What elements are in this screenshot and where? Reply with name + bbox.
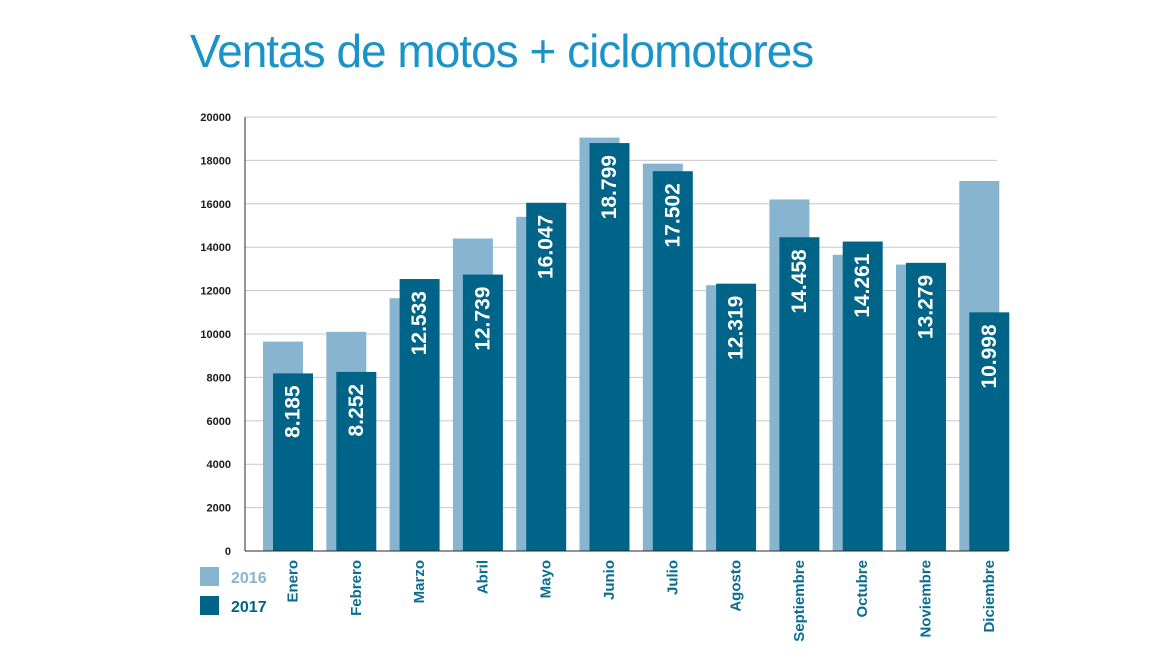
data-label-2017: 17.502 bbox=[661, 183, 684, 247]
category-label: Octubre bbox=[854, 560, 871, 618]
legend: 2016 2017 bbox=[200, 567, 267, 616]
legend-swatch-2017 bbox=[200, 596, 219, 615]
data-label-2017: 12.533 bbox=[408, 291, 431, 355]
bar-2017-enero bbox=[273, 373, 313, 551]
data-label-2017: 10.998 bbox=[978, 324, 1001, 389]
y-tick-label: 18000 bbox=[200, 155, 231, 167]
bar-2017-junio bbox=[589, 143, 630, 551]
y-tick-label: 10000 bbox=[200, 329, 231, 341]
bar-2017-diciembre bbox=[969, 312, 1010, 551]
category-label: Diciembre bbox=[981, 560, 998, 633]
data-label-2017: 8.185 bbox=[282, 385, 305, 438]
y-tick-label: 16000 bbox=[200, 199, 231, 211]
bar-2017-septiembre bbox=[779, 237, 820, 551]
data-label-2017: 13.279 bbox=[915, 275, 938, 339]
bar-2017-agosto bbox=[716, 283, 757, 551]
y-tick-label: 12000 bbox=[200, 286, 231, 298]
legend-label-2016: 2016 bbox=[231, 570, 267, 587]
data-label-2017: 16.047 bbox=[535, 215, 558, 279]
y-tick-label: 4000 bbox=[207, 459, 231, 471]
y-tick-label: 2000 bbox=[207, 503, 231, 515]
legend-label-2017: 2017 bbox=[231, 599, 267, 616]
data-label-2017: 14.261 bbox=[851, 253, 874, 318]
bar-2017-abril bbox=[462, 274, 503, 551]
bars: 8.185 8.252 12.533 12.739 16.047 18.799 17.502… bbox=[263, 137, 1010, 552]
legend-swatch-2016 bbox=[200, 567, 219, 586]
category-label: Septiembre bbox=[791, 560, 808, 642]
category-label: Marzo bbox=[411, 560, 428, 603]
bar-2017-julio bbox=[652, 171, 693, 551]
bar-2017-noviembre bbox=[906, 262, 946, 551]
y-tick-label: 14000 bbox=[200, 242, 231, 254]
category-label: Noviembre bbox=[918, 560, 935, 638]
category-labels: Enero Febrero Marzo Abril Mayo Junio Julio Agos… bbox=[285, 560, 998, 642]
y-tick-label: 8000 bbox=[207, 372, 231, 384]
data-label-2017: 12.739 bbox=[471, 287, 494, 351]
category-label: Abril bbox=[474, 560, 491, 594]
category-label: Mayo bbox=[538, 560, 555, 598]
category-label: Agosto bbox=[728, 560, 745, 612]
y-tick-label: 20000 bbox=[200, 112, 231, 124]
category-label: Enero bbox=[285, 560, 302, 603]
data-label-2017: 8.252 bbox=[345, 384, 368, 437]
chart-title: Ventas de motos + ciclomotores bbox=[190, 25, 814, 77]
category-label: Febrero bbox=[348, 560, 365, 616]
data-label-2017: 18.799 bbox=[598, 155, 621, 219]
category-label: Junio bbox=[601, 560, 618, 600]
bar-2017-marzo bbox=[399, 279, 440, 551]
y-axis-ticks: 0 2000 4000 6000 8000 10000 12000 14000 16000 180… bbox=[200, 112, 231, 558]
axes bbox=[244, 117, 1008, 552]
data-label-2017: 14.458 bbox=[788, 249, 811, 314]
data-label-2017: 12.319 bbox=[725, 296, 748, 360]
bar-2017-mayo bbox=[526, 202, 567, 552]
category-label: Julio bbox=[664, 560, 681, 595]
y-tick-label: 0 bbox=[225, 546, 231, 558]
bar-2017-febrero bbox=[336, 371, 377, 551]
y-tick-label: 6000 bbox=[207, 416, 231, 428]
bar-2017-octubre bbox=[842, 241, 883, 551]
